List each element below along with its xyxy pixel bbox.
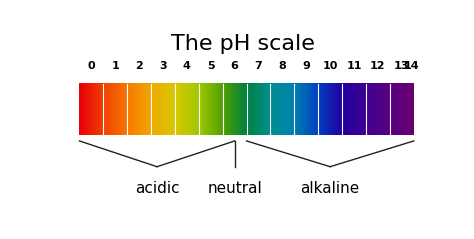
Text: 5: 5 bbox=[207, 61, 215, 71]
Text: neutral: neutral bbox=[207, 181, 262, 196]
Text: 12: 12 bbox=[370, 61, 386, 71]
Text: 13: 13 bbox=[394, 61, 410, 71]
Text: 4: 4 bbox=[183, 61, 191, 71]
Text: 8: 8 bbox=[279, 61, 286, 71]
Text: 14: 14 bbox=[403, 61, 419, 71]
Text: 9: 9 bbox=[302, 61, 310, 71]
Text: 3: 3 bbox=[159, 61, 167, 71]
Text: 7: 7 bbox=[255, 61, 263, 71]
Text: 0: 0 bbox=[88, 61, 95, 71]
Text: 11: 11 bbox=[346, 61, 362, 71]
Text: alkaline: alkaline bbox=[301, 181, 360, 196]
Text: 6: 6 bbox=[231, 61, 238, 71]
Text: 10: 10 bbox=[322, 61, 338, 71]
Text: acidic: acidic bbox=[135, 181, 179, 196]
Text: 2: 2 bbox=[135, 61, 143, 71]
Text: 1: 1 bbox=[111, 61, 119, 71]
Text: The pH scale: The pH scale bbox=[171, 34, 315, 54]
